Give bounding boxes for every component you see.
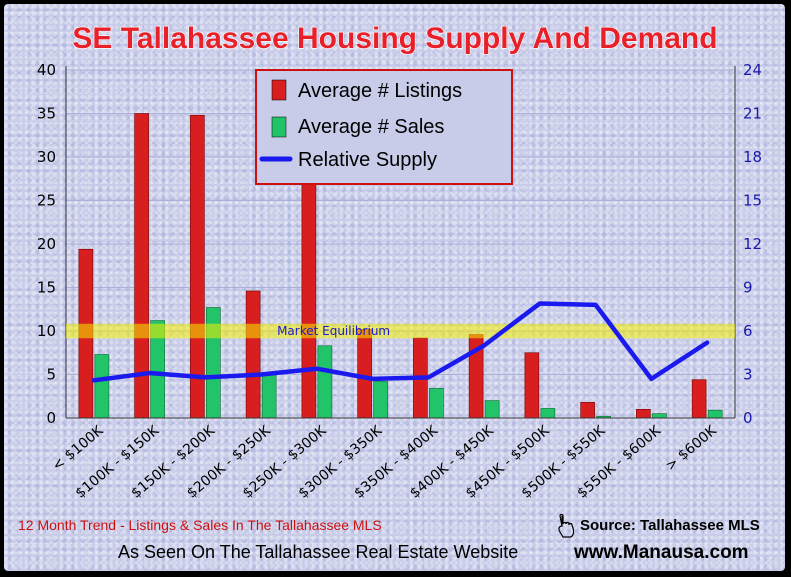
y2-tick-label-7: 21 bbox=[743, 105, 762, 123]
y2-tick-label-0: 0 bbox=[743, 409, 753, 427]
relative-supply-polyline bbox=[91, 301, 710, 383]
y-tick-label-0: 0 bbox=[46, 409, 56, 427]
legend-box bbox=[255, 69, 513, 185]
legend-label-supply: Relative Supply bbox=[298, 149, 437, 171]
bar-listings-10 bbox=[636, 408, 651, 419]
bar-sales-7 bbox=[484, 400, 500, 419]
bar-listings-2 bbox=[190, 114, 205, 419]
legend-label-listings: Average # Listings bbox=[298, 80, 462, 102]
y-axis-left: 0 5 10 15 20 25 30 35 40 bbox=[37, 61, 56, 427]
y-tick-label-7: 35 bbox=[37, 105, 56, 123]
chart-title: SE Tallahassee Housing Supply And Demand bbox=[72, 22, 717, 55]
y-axis-right: 0 3 6 9 12 15 18 21 24 bbox=[743, 61, 762, 427]
footer-source: Source: Tallahassee MLS bbox=[580, 517, 760, 534]
relative-supply-line bbox=[91, 301, 710, 383]
y2-tick-label-5: 15 bbox=[743, 192, 762, 210]
y-tick-label-5: 25 bbox=[37, 192, 56, 210]
y-tick-label-8: 40 bbox=[37, 61, 56, 79]
bar-listings-11 bbox=[691, 379, 707, 419]
bar-listings-4 bbox=[301, 143, 317, 419]
x-axis-categories: < $100K$100K - $150K$150K - $200K$200K -… bbox=[49, 422, 720, 501]
y2-tick-label-8: 24 bbox=[743, 61, 762, 79]
pointing-hand-icon bbox=[558, 513, 575, 538]
y2-tick-label-4: 12 bbox=[743, 235, 762, 253]
bar-sales-10 bbox=[652, 413, 667, 419]
category-label-11: > $600K bbox=[663, 422, 721, 474]
axes bbox=[65, 66, 736, 419]
legend-swatch-listings bbox=[271, 79, 287, 101]
bar-sales-11 bbox=[707, 409, 723, 419]
footer-site[interactable]: www.Manausa.com bbox=[573, 542, 749, 563]
bar-listings-3 bbox=[245, 290, 261, 419]
equilibrium-band: Market Equilibrium bbox=[66, 323, 735, 339]
bar-listings-8 bbox=[524, 352, 540, 419]
bar-sales-3 bbox=[261, 374, 277, 419]
y-tick-label-2: 10 bbox=[37, 322, 56, 340]
legend-swatch-sales bbox=[271, 116, 287, 138]
y-tick-label-6: 30 bbox=[37, 148, 56, 166]
equilibrium-label: Market Equilibrium bbox=[277, 324, 390, 338]
y-tick-label-4: 20 bbox=[37, 235, 56, 253]
y2-tick-label-2: 6 bbox=[743, 322, 753, 340]
y2-tick-label-3: 9 bbox=[743, 279, 753, 297]
y-tick-label-3: 15 bbox=[37, 279, 56, 297]
y2-tick-label-6: 18 bbox=[743, 148, 762, 166]
footer-trend: 12 Month Trend - Listings & Sales In The… bbox=[18, 517, 382, 533]
equilibrium-band-rect bbox=[66, 323, 735, 339]
bar-sales-0 bbox=[94, 354, 110, 419]
y-tick-label-1: 5 bbox=[46, 366, 56, 384]
bar-sales-8 bbox=[540, 408, 556, 419]
bar-sales-6 bbox=[429, 388, 444, 419]
bar-sales-4 bbox=[317, 345, 333, 419]
legend-label-sales: Average # Sales bbox=[298, 116, 444, 138]
footer-seen: As Seen On The Tallahassee Real Estate W… bbox=[118, 542, 518, 562]
legend: Average # Listings Average # Sales Relat… bbox=[255, 69, 513, 185]
bar-sales-5 bbox=[373, 381, 388, 419]
bar-listings-9 bbox=[580, 402, 595, 419]
bar-listings-5 bbox=[357, 328, 372, 419]
y2-tick-label-1: 3 bbox=[743, 366, 753, 384]
